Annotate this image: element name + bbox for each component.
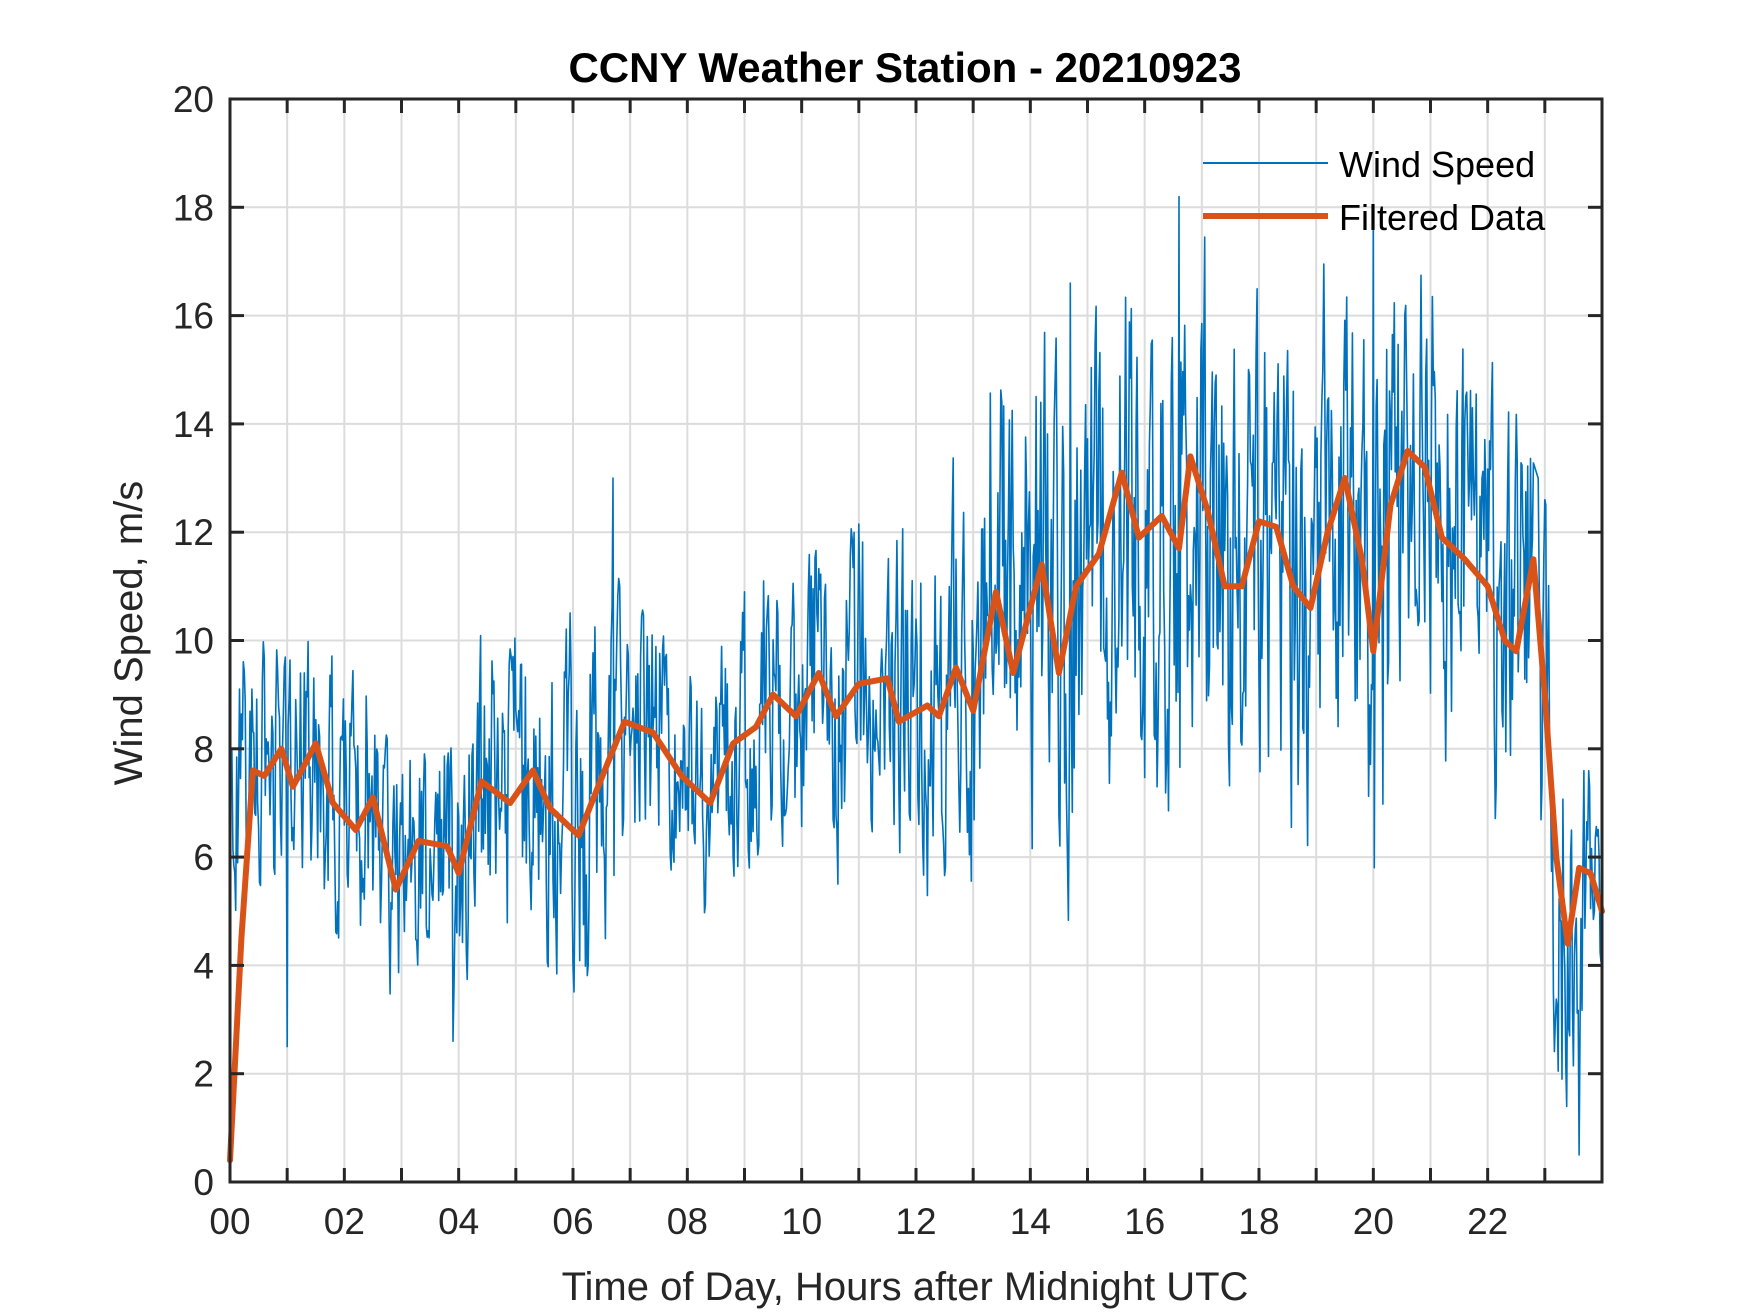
wind-speed-series — [229, 195, 1603, 1156]
legend: Wind Speed Filtered Data — [1203, 144, 1546, 238]
axes — [228, 97, 1604, 1184]
y-tick-label: 8 — [193, 729, 214, 770]
y-tick-label: 6 — [193, 837, 214, 878]
y-tick-label: 16 — [173, 296, 214, 337]
x-tick-label: 02 — [324, 1201, 365, 1242]
x-tick-label: 10 — [781, 1201, 822, 1242]
y-tick-label: 0 — [193, 1162, 214, 1203]
y-tick-label: 4 — [193, 945, 214, 986]
x-tick-label: 04 — [438, 1201, 479, 1242]
y-tick-label: 20 — [173, 79, 214, 120]
x-tick-label: 16 — [1124, 1201, 1165, 1242]
tick-labels: 00 02 04 06 08 10 12 14 16 18 20 220246810121416182… — [173, 79, 1508, 1242]
x-axis-label: Time of Day, Hours after Midnight UTC — [562, 1265, 1249, 1309]
x-tick-label: 14 — [1010, 1201, 1051, 1242]
chart-title: CCNY Weather Station - 20210923 — [568, 44, 1241, 91]
x-tick-label: 20 — [1353, 1201, 1394, 1242]
legend-wind-speed-label: Wind Speed — [1339, 144, 1535, 185]
y-tick-label: 10 — [173, 621, 214, 662]
y-tick-label: 12 — [173, 512, 214, 553]
wind-speed-line — [229, 195, 1603, 1156]
x-tick-label: 22 — [1467, 1201, 1508, 1242]
x-tick-label: 18 — [1238, 1201, 1279, 1242]
y-tick-label: 14 — [173, 404, 214, 445]
y-axis-label: Wind Speed, m/s — [107, 481, 151, 786]
x-tick-label: 00 — [209, 1201, 250, 1242]
legend-filtered-data-label: Filtered Data — [1339, 197, 1546, 238]
filtered-data-line — [227, 448, 1605, 1164]
x-tick-label: 12 — [895, 1201, 936, 1242]
filtered-data-series — [227, 448, 1605, 1164]
y-tick-label: 18 — [173, 187, 214, 228]
y-tick-label: 2 — [193, 1054, 214, 1095]
x-tick-label: 06 — [552, 1201, 593, 1242]
x-tick-label: 08 — [667, 1201, 708, 1242]
